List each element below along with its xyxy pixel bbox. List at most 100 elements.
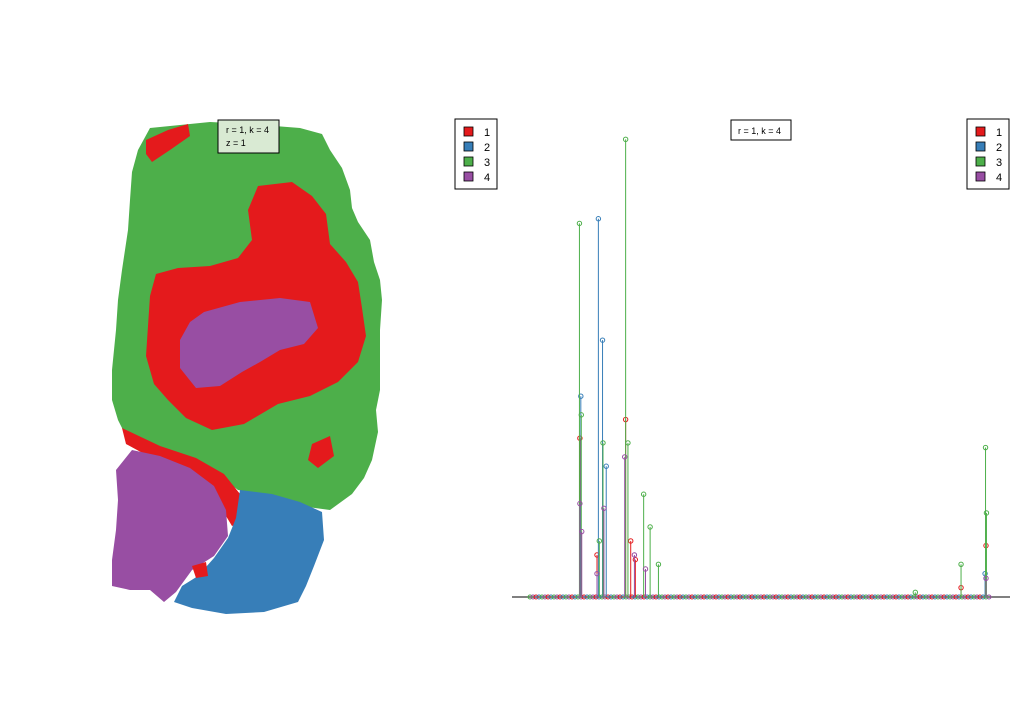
spectrum-plot	[512, 136, 1010, 600]
baseline-point	[749, 594, 755, 600]
baseline-point	[746, 594, 752, 600]
baseline-point	[833, 594, 839, 600]
baseline-point	[614, 594, 620, 600]
baseline-point	[890, 594, 896, 600]
baseline-point	[788, 594, 794, 600]
baseline-point	[716, 594, 722, 600]
baseline-point	[854, 594, 860, 600]
baseline-point	[905, 594, 911, 600]
baseline-point	[929, 594, 935, 600]
region-1-patch-bottom	[192, 562, 208, 578]
baseline-point	[893, 594, 899, 600]
map-annotation-line1: r = 1, k = 4	[226, 125, 269, 135]
baseline-point	[590, 594, 596, 600]
baseline-point	[542, 594, 548, 600]
spectrum-point-class-4	[631, 552, 638, 558]
baseline-point	[872, 594, 878, 600]
spectrum-point-class-2	[599, 337, 606, 343]
baseline-point	[689, 594, 695, 600]
baseline-point	[935, 594, 941, 600]
baseline-point	[758, 594, 764, 600]
baseline-point	[536, 594, 542, 600]
baseline-point	[773, 594, 779, 600]
spectrum-point-class-4	[579, 528, 585, 535]
baseline-point	[803, 594, 809, 600]
baseline-point	[776, 594, 782, 600]
spectrum-point-class-3	[576, 220, 583, 227]
baseline-point	[857, 594, 863, 600]
map-annotation-box	[217, 119, 280, 154]
baseline-point	[722, 594, 728, 600]
baseline-point	[932, 594, 938, 600]
spectrum-point-class-3	[912, 589, 919, 596]
baseline-point	[677, 594, 683, 600]
map-legend-swatch-2	[463, 141, 474, 152]
baseline-point	[860, 594, 866, 600]
baseline-point	[782, 594, 788, 600]
baseline-point	[863, 594, 869, 600]
spectrum-point-class-3	[958, 561, 964, 568]
baseline-point	[680, 594, 686, 600]
baseline-point	[611, 594, 617, 600]
baseline-point	[944, 594, 950, 600]
spectrum-legend-box	[966, 118, 1010, 190]
region-1-patch-top	[146, 124, 190, 162]
baseline-point	[554, 594, 560, 600]
spectrum-point-class-3	[983, 510, 990, 516]
baseline-point	[674, 594, 680, 600]
map-annotation-line2: z = 1	[226, 138, 246, 148]
map-legend-label-4: 4	[484, 172, 490, 184]
baseline-point	[719, 594, 725, 600]
spectrum-legend-label-4: 4	[996, 172, 1002, 184]
baseline-point	[533, 594, 539, 600]
baseline-point	[731, 594, 737, 600]
baseline-point	[926, 594, 932, 600]
baseline-point	[701, 594, 707, 600]
baseline-point	[830, 594, 836, 600]
spectrum-point-class-3	[982, 444, 989, 451]
baseline-point	[923, 594, 929, 600]
baseline-point	[965, 594, 971, 600]
baseline-point	[662, 594, 668, 600]
spectrum-legend-label-3: 3	[996, 157, 1002, 169]
baseline-point	[791, 594, 797, 600]
spectrum-legend-label-1: 1	[996, 127, 1002, 139]
baseline-point	[566, 594, 572, 600]
baseline-point	[848, 594, 854, 600]
baseline-point	[875, 594, 881, 600]
baseline-point	[842, 594, 848, 600]
baseline-point	[752, 594, 758, 600]
baseline-point	[767, 594, 773, 600]
baseline-point	[821, 594, 827, 600]
baseline-point	[884, 594, 890, 600]
baseline-point	[704, 594, 710, 600]
baseline-point	[794, 594, 800, 600]
baseline-point	[572, 594, 578, 600]
spectrum-point-class-4	[622, 454, 628, 460]
baseline-point	[725, 594, 731, 600]
baseline-point	[587, 594, 593, 600]
spectrum-point-class-1	[628, 538, 634, 544]
baseline-point	[971, 594, 977, 600]
baseline-point	[818, 594, 824, 600]
baseline-point	[740, 594, 746, 600]
baseline-point	[911, 594, 917, 600]
baseline-point	[878, 594, 884, 600]
baseline-point	[635, 594, 641, 600]
baseline-point	[755, 594, 761, 600]
baseline-point	[839, 594, 845, 600]
spectrum-point-class-3	[600, 440, 606, 446]
baseline-point	[671, 594, 677, 600]
baseline-point	[695, 594, 701, 600]
baseline-point	[908, 594, 914, 600]
baseline-point	[557, 594, 563, 600]
baseline-point	[545, 594, 551, 600]
spectrum-annotation: r = 1, k = 4	[730, 119, 792, 141]
baseline-point	[665, 594, 671, 600]
spectrum-marks	[576, 136, 990, 597]
baseline-point	[941, 594, 947, 600]
map-legend-label-1: 1	[484, 127, 490, 139]
baseline-point	[902, 594, 908, 600]
baseline-point	[527, 594, 533, 600]
baseline-point	[881, 594, 887, 600]
